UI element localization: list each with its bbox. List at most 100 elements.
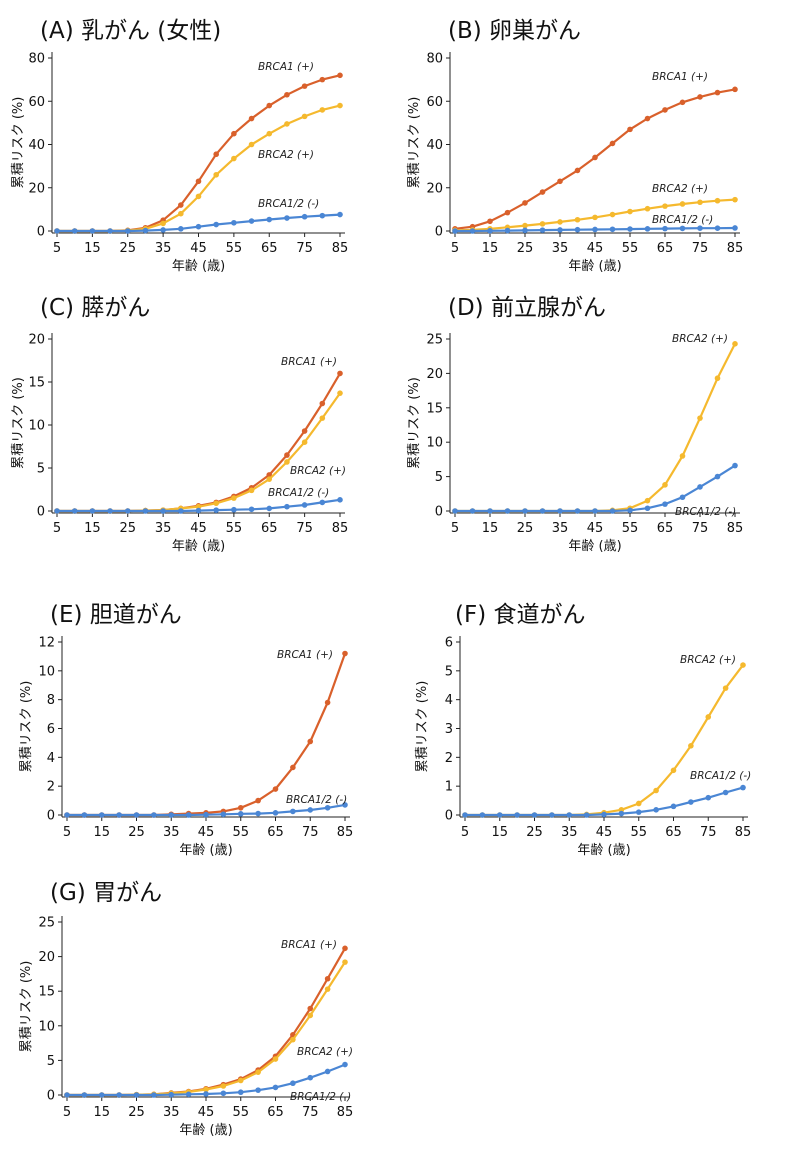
data-point [213,221,219,228]
y-tick-label: 15 [426,401,443,416]
data-point [342,650,348,657]
data-point [151,812,157,818]
series-line [455,464,736,513]
series-brca1-2: BRCA1/2 (-) [64,794,348,818]
series-label: BRCA1 (+) [281,356,337,368]
y-tick-label: 12 [38,636,55,651]
data-point [705,714,712,720]
data-point [574,508,581,514]
x-tick-label: 35 [552,241,569,256]
data-point [290,808,296,815]
data-point [522,200,528,206]
y-tick-label: 10 [28,419,45,434]
data-point [284,91,290,98]
data-point [231,130,237,137]
data-point [248,487,255,494]
x-tick-label: 65 [657,521,674,536]
data-point [504,508,511,514]
series-label: BRCA1 (+) [258,61,314,73]
data-point [231,506,237,513]
data-point [185,1091,192,1098]
x-axis-label: 年齢 (歳) [179,1123,232,1138]
data-point [337,102,343,109]
data-point [301,213,308,220]
data-point [168,1091,175,1098]
data-point [81,1092,88,1098]
data-point [248,141,255,148]
data-point [284,452,290,458]
data-point [337,370,343,377]
y-tick-label: 6 [445,636,453,651]
series-label: BRCA1/2 (-) [286,794,347,806]
y-tick-label: 0 [47,809,55,824]
data-point [670,767,677,774]
x-tick-label: 35 [163,1105,180,1120]
y-tick-label: 0 [435,225,443,240]
series-label: BRCA2 (+) [672,333,728,345]
chart-title: (C) 膵がん [40,295,150,321]
x-tick-label: 55 [630,825,647,840]
chart-title: (E) 胆道がん [50,602,182,628]
x-axis-label: 年齢 (歳) [568,259,621,274]
data-point [487,227,493,234]
y-tick-label: 10 [38,664,55,679]
data-point [627,226,633,232]
x-tick-label: 5 [461,825,469,840]
y-tick-label: 8 [47,693,55,708]
data-point [504,209,511,216]
x-tick-label: 5 [63,825,71,840]
data-point [732,196,738,203]
data-point [319,76,326,83]
data-point [178,210,184,217]
data-point [342,802,348,808]
x-axis-label: 年齢 (歳) [172,539,225,554]
x-tick-label: 65 [267,825,284,840]
data-point [324,1068,331,1075]
series-label: BRCA2 (+) [258,149,314,161]
x-tick-label: 45 [198,825,215,840]
data-point [469,508,476,514]
data-point [452,508,458,514]
data-point [71,508,78,514]
data-point [522,222,528,229]
series-line [67,961,346,1097]
data-point [337,211,343,218]
data-point [124,228,131,234]
x-tick-label: 35 [163,825,180,840]
data-point [203,811,209,818]
data-point [307,807,314,813]
data-point [662,107,668,113]
data-point [539,508,546,514]
x-tick-label: 15 [482,521,499,536]
x-tick-label: 15 [84,521,101,536]
data-point [151,1092,157,1098]
data-point [679,225,686,232]
data-point [248,506,255,513]
y-axis-label: 累積リスク (%) [415,681,430,773]
data-point [635,800,642,807]
data-point [248,115,255,122]
data-point [557,178,563,185]
y-tick-label: 2 [445,751,453,766]
x-tick-label: 25 [517,241,534,256]
x-tick-label: 15 [93,1105,110,1120]
series-label: BRCA1/2 (-) [268,487,329,499]
y-axis-label: 累積リスク (%) [19,681,34,773]
data-point [195,178,202,185]
chart-title: (D) 前立腺がん [448,295,606,321]
data-point [688,743,694,749]
data-point [255,810,261,817]
x-tick-label: 5 [451,241,459,256]
y-tick-label: 5 [435,470,443,485]
x-tick-label: 75 [692,521,709,536]
x-tick-label: 85 [337,825,354,840]
data-point [272,786,279,792]
data-point [514,812,520,818]
chart-title: (G) 胃がん [50,880,162,906]
series-label: BRCA1/2 (-) [690,770,751,782]
data-point [342,945,348,952]
chart-title: (F) 食道がん [455,602,586,628]
data-point [487,218,493,225]
data-point [307,1074,314,1081]
